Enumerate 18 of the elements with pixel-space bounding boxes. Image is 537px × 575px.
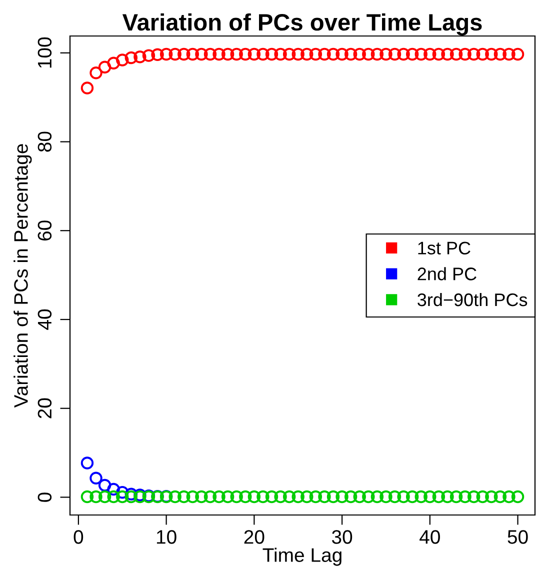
y-tick-label: 20 — [38, 398, 52, 418]
y-tick-label: 100 — [38, 37, 52, 68]
legend-label: 1st PC — [418, 242, 470, 254]
chart-title: Variation of PCs over Time Lags — [122, 13, 482, 36]
y-tick-label: 80 — [38, 132, 52, 152]
x-tick-label: 10 — [156, 530, 176, 544]
y-tick-label: 60 — [38, 220, 52, 240]
x-tick-label: 20 — [244, 530, 264, 544]
y-tick-label: 40 — [38, 309, 52, 330]
y-tick-label: 0 — [38, 492, 52, 502]
x-axis-title: Time Lag — [262, 548, 342, 566]
x-tick-label: 50 — [508, 530, 528, 544]
y-axis-title: Variation of PCs in Percentage — [14, 144, 32, 408]
legend-label: 2nd PC — [418, 267, 476, 280]
x-tick-label: 0 — [74, 530, 84, 544]
x-tick-label: 40 — [420, 530, 440, 544]
legend-label: 3rd−90th PCs — [418, 292, 528, 306]
x-tick-label: 30 — [332, 530, 352, 544]
